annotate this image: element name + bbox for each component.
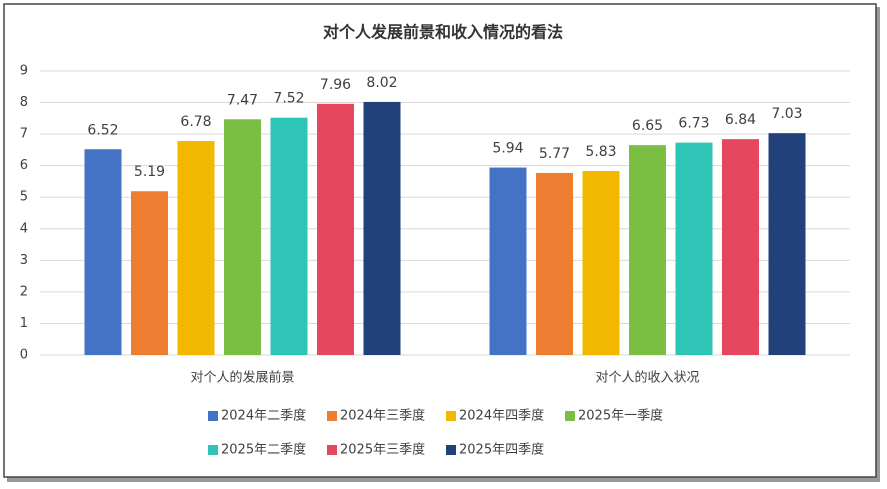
legend-marker bbox=[327, 411, 337, 421]
legend-marker bbox=[446, 411, 456, 421]
bar bbox=[131, 191, 168, 355]
value-label: 6.84 bbox=[725, 112, 756, 128]
y-tick-label: 3 bbox=[20, 253, 28, 268]
bar bbox=[177, 141, 215, 355]
y-tick-label: 9 bbox=[20, 64, 28, 79]
legend-label: 2024年三季度 bbox=[340, 408, 425, 424]
y-tick-label: 2 bbox=[20, 284, 28, 299]
bar bbox=[629, 145, 666, 355]
bar bbox=[675, 142, 713, 355]
y-tick-label: 4 bbox=[20, 221, 28, 236]
value-label: 7.03 bbox=[771, 106, 802, 122]
bar bbox=[363, 101, 401, 356]
y-tick-label: 7 bbox=[20, 127, 28, 142]
y-tick-label: 0 bbox=[20, 348, 28, 363]
legend-label: 2025年二季度 bbox=[221, 442, 306, 458]
value-label: 6.52 bbox=[87, 122, 118, 138]
legend-marker bbox=[565, 411, 575, 421]
value-label: 5.94 bbox=[492, 141, 523, 157]
value-label: 5.83 bbox=[585, 144, 616, 160]
legend-marker bbox=[446, 445, 456, 455]
value-label: 7.96 bbox=[320, 77, 351, 93]
bar bbox=[84, 149, 122, 355]
y-tick-label: 5 bbox=[20, 190, 28, 205]
value-label: 8.02 bbox=[366, 75, 397, 91]
legend-marker bbox=[327, 445, 337, 455]
legend-marker bbox=[208, 411, 218, 421]
value-label: 7.52 bbox=[273, 91, 304, 107]
value-label: 6.65 bbox=[632, 118, 663, 134]
y-tick-label: 6 bbox=[20, 158, 28, 173]
bar bbox=[768, 133, 806, 355]
y-tick-label: 8 bbox=[20, 95, 28, 110]
legend-label: 2024年二季度 bbox=[221, 408, 306, 424]
chart-title: 对个人发展前景和收入情况的看法 bbox=[323, 23, 563, 42]
y-tick-label: 1 bbox=[20, 316, 28, 331]
value-label: 7.47 bbox=[227, 92, 258, 108]
value-label: 6.78 bbox=[180, 114, 211, 130]
bar bbox=[536, 172, 573, 355]
bar bbox=[489, 167, 527, 355]
x-tick-label: 对个人的收入状况 bbox=[595, 370, 699, 386]
bar bbox=[270, 117, 308, 355]
bar bbox=[224, 119, 261, 355]
legend-marker bbox=[208, 445, 218, 455]
bar bbox=[317, 103, 354, 355]
bar bbox=[722, 139, 759, 355]
legend-label: 2024年四季度 bbox=[459, 408, 544, 424]
x-tick-label: 对个人的发展前景 bbox=[190, 370, 294, 386]
legend-label: 2025年三季度 bbox=[340, 442, 425, 458]
bar bbox=[582, 171, 620, 355]
legend-label: 2025年一季度 bbox=[578, 408, 663, 424]
value-label: 6.73 bbox=[678, 116, 709, 132]
value-label: 5.77 bbox=[539, 146, 570, 162]
value-label: 5.19 bbox=[134, 164, 165, 180]
legend-label: 2025年四季度 bbox=[459, 442, 544, 458]
